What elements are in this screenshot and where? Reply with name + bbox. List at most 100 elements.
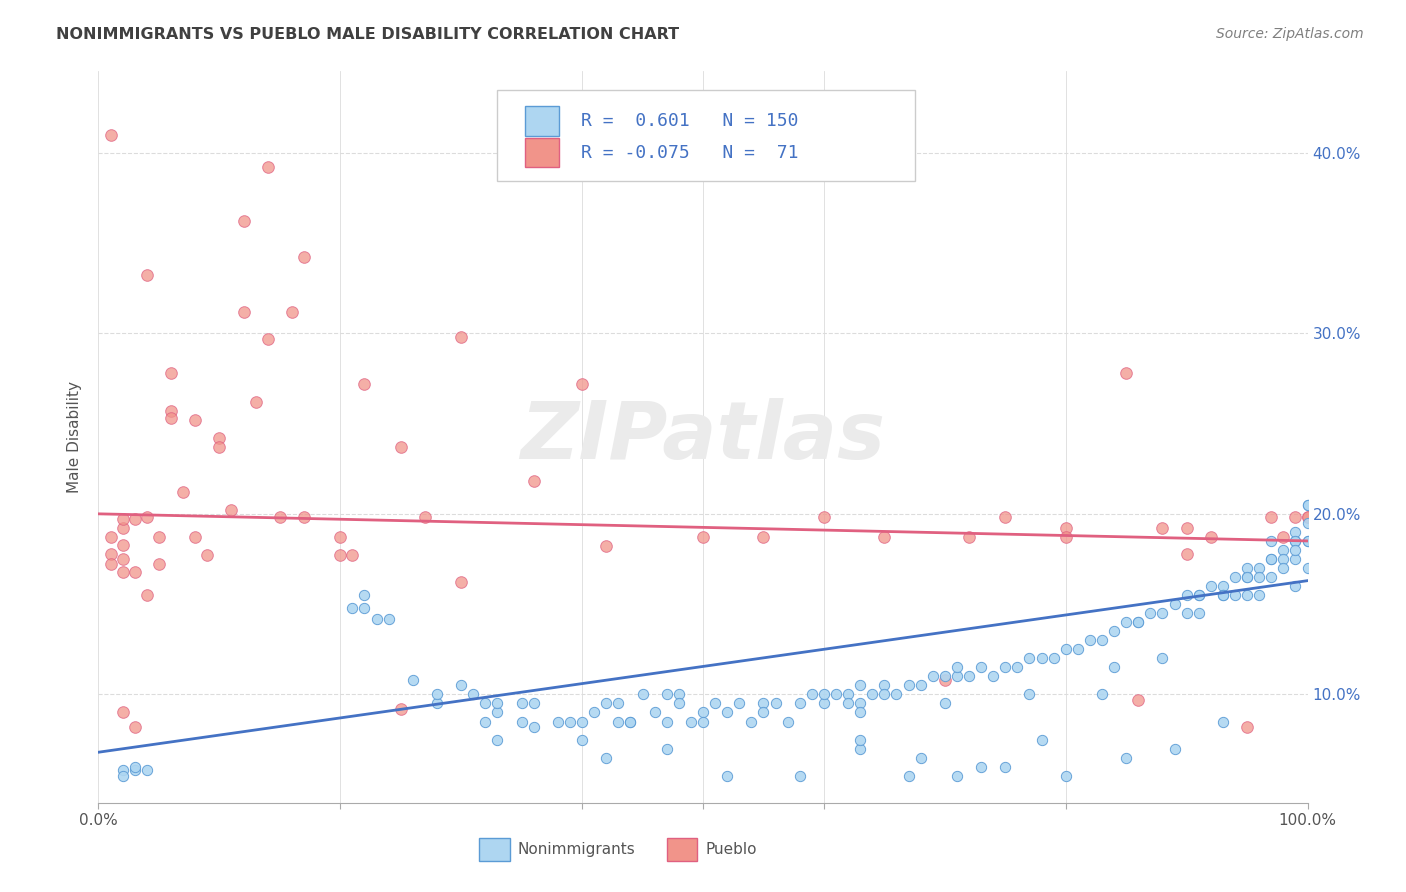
Point xyxy=(994,660,1017,674)
Point xyxy=(1067,642,1090,657)
Text: NONIMMIGRANTS VS PUEBLO MALE DISABILITY CORRELATION CHART: NONIMMIGRANTS VS PUEBLO MALE DISABILITY … xyxy=(56,27,679,42)
Point xyxy=(111,552,134,566)
Point xyxy=(934,669,956,683)
Point xyxy=(486,697,509,711)
Point xyxy=(1115,366,1137,380)
Point xyxy=(1139,606,1161,620)
Point xyxy=(342,549,364,563)
Text: Nonimmigrants: Nonimmigrants xyxy=(517,842,636,857)
Point xyxy=(208,431,231,445)
Point xyxy=(269,510,291,524)
Y-axis label: Male Disability: Male Disability xyxy=(67,381,83,493)
Point xyxy=(100,530,122,544)
Point xyxy=(910,750,932,764)
Point xyxy=(595,539,617,553)
Point xyxy=(523,697,546,711)
Point xyxy=(934,673,956,687)
Point xyxy=(981,669,1004,683)
Point xyxy=(111,706,134,720)
Point xyxy=(353,376,375,391)
Point xyxy=(897,769,920,783)
Point xyxy=(655,688,678,702)
Point xyxy=(1199,579,1222,593)
Point xyxy=(1223,588,1246,602)
Point xyxy=(510,714,533,729)
Point xyxy=(800,688,823,702)
Point xyxy=(402,673,425,687)
Point xyxy=(523,720,546,734)
Point xyxy=(1212,588,1234,602)
Point xyxy=(994,760,1017,774)
Point xyxy=(111,764,134,778)
Point xyxy=(789,697,811,711)
Point xyxy=(1296,516,1319,530)
Point xyxy=(172,485,194,500)
Point xyxy=(957,669,980,683)
Point xyxy=(1260,552,1282,566)
Point xyxy=(1236,561,1258,575)
Point xyxy=(849,678,872,692)
Point xyxy=(426,697,449,711)
Point xyxy=(994,510,1017,524)
Point xyxy=(813,510,835,524)
Point xyxy=(124,512,146,526)
Point xyxy=(450,678,472,692)
Point xyxy=(571,732,593,747)
Point xyxy=(1175,547,1198,561)
Point xyxy=(595,697,617,711)
Point xyxy=(728,697,751,711)
Point xyxy=(1284,552,1306,566)
Point xyxy=(486,732,509,747)
Point xyxy=(692,714,714,729)
Point xyxy=(474,714,496,729)
Point xyxy=(1284,533,1306,548)
Point xyxy=(1152,606,1174,620)
Point xyxy=(256,332,278,346)
Point xyxy=(1152,651,1174,665)
Point xyxy=(607,697,630,711)
Point xyxy=(1272,530,1295,544)
Point xyxy=(329,549,352,563)
Point xyxy=(195,549,218,563)
Point xyxy=(1054,642,1077,657)
Point xyxy=(474,697,496,711)
Point xyxy=(1284,579,1306,593)
Point xyxy=(1260,510,1282,524)
Point xyxy=(1296,561,1319,575)
Point xyxy=(135,588,157,602)
Point xyxy=(1031,651,1053,665)
Point xyxy=(849,741,872,756)
Text: Pueblo: Pueblo xyxy=(706,842,756,857)
FancyBboxPatch shape xyxy=(666,838,697,862)
Point xyxy=(1188,588,1211,602)
Point xyxy=(1236,588,1258,602)
Point xyxy=(100,128,122,142)
Point xyxy=(389,702,412,716)
Point xyxy=(1236,570,1258,584)
Point xyxy=(342,600,364,615)
Point xyxy=(1296,498,1319,512)
Point xyxy=(329,530,352,544)
FancyBboxPatch shape xyxy=(526,138,560,167)
Point xyxy=(1212,579,1234,593)
Point xyxy=(1272,543,1295,558)
Point xyxy=(644,706,666,720)
Text: R =  0.601   N = 150: R = 0.601 N = 150 xyxy=(581,112,799,130)
Point xyxy=(148,558,170,572)
Point xyxy=(655,714,678,729)
Point xyxy=(366,611,388,625)
Point xyxy=(486,706,509,720)
Point xyxy=(148,530,170,544)
Point xyxy=(1236,720,1258,734)
Point xyxy=(184,413,207,427)
Point xyxy=(124,760,146,774)
Point xyxy=(450,575,472,590)
Point xyxy=(124,720,146,734)
Point xyxy=(1212,588,1234,602)
Point xyxy=(1199,530,1222,544)
Point xyxy=(160,404,183,418)
Point xyxy=(789,769,811,783)
Point xyxy=(111,565,134,579)
Point xyxy=(921,669,943,683)
Point xyxy=(1284,510,1306,524)
